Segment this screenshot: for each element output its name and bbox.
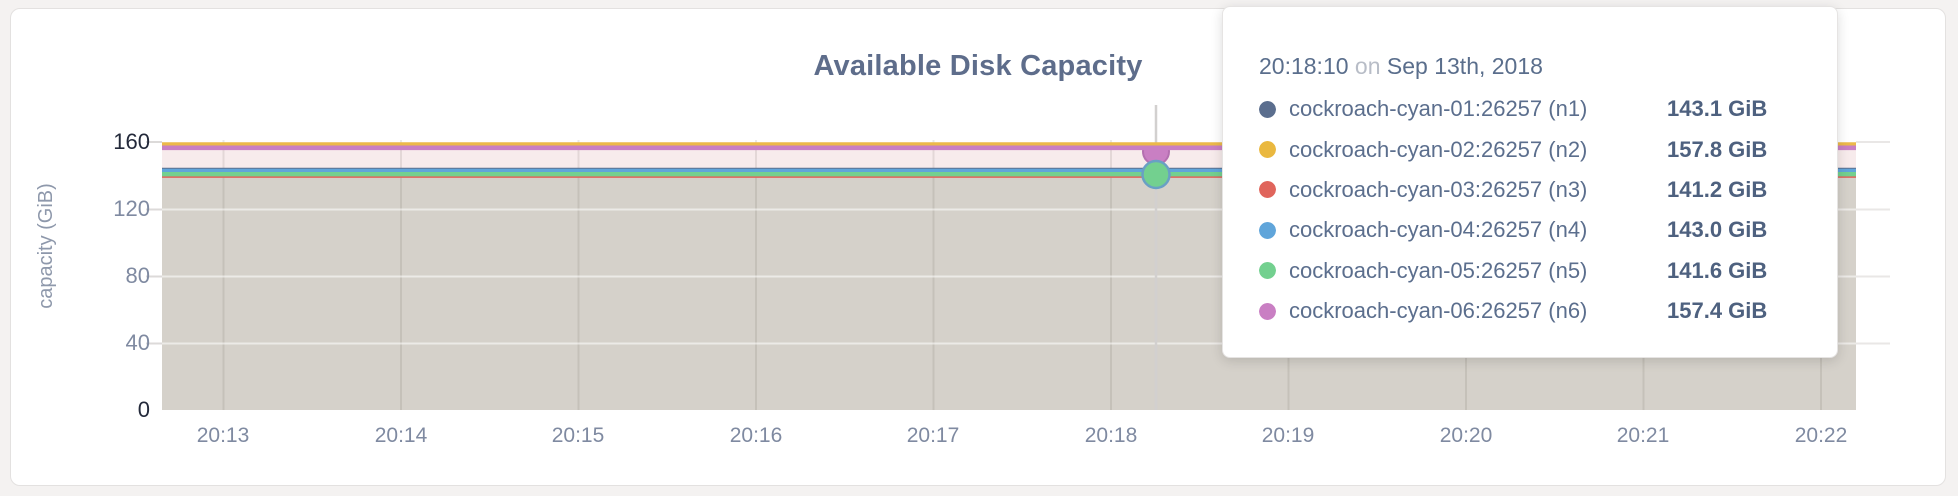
tooltip-timestamp: 20:18:10 on Sep 13th, 2018: [1259, 53, 1543, 80]
y-axis-title: capacity (GiB): [35, 183, 57, 309]
x-tick-2014: 20:14: [374, 424, 428, 447]
y-axis-ticks: [146, 141, 162, 345]
series-value: 143.0 GiB: [1667, 217, 1768, 243]
y-tick-0: 0: [137, 397, 150, 422]
hover-tooltip: 20:18:10 on Sep 13th, 2018 cockroach-cya…: [1222, 6, 1838, 358]
x-tick-2021: 20:21: [1616, 424, 1670, 447]
tooltip-row: cockroach-cyan-06:26257 (n6) 157.4 GiB: [1259, 291, 1801, 331]
tooltip-row: cockroach-cyan-03:26257 (n3) 141.2 GiB: [1259, 170, 1801, 210]
series-dot-n3: [1259, 181, 1276, 199]
horizontal-gridline-stubs: [1856, 141, 1890, 345]
series-dot-n4: [1259, 221, 1276, 239]
tooltip-conjunction: on: [1354, 53, 1381, 79]
x-tick-2018: 20:18: [1084, 424, 1138, 447]
x-tick-2015: 20:15: [551, 424, 605, 447]
y-tick-80: 80: [125, 263, 150, 288]
series-dot-n2: [1259, 141, 1276, 159]
series-value: 157.4 GiB: [1667, 298, 1768, 324]
series-label: cockroach-cyan-03:26257 (n3): [1289, 176, 1588, 202]
hover-marker-n5: [1141, 159, 1171, 190]
series-dot-n5: [1259, 262, 1276, 280]
x-tick-2022: 20:22: [1794, 424, 1848, 447]
chart-title: Available Disk Capacity: [813, 50, 1143, 82]
x-tick-2016: 20:16: [729, 424, 783, 447]
series-label: cockroach-cyan-06:26257 (n6): [1289, 298, 1588, 324]
tooltip-row: cockroach-cyan-05:26257 (n5) 141.6 GiB: [1259, 251, 1801, 291]
tooltip-rows: cockroach-cyan-01:26257 (n1) 143.1 GiB c…: [1259, 89, 1801, 331]
series-label: cockroach-cyan-01:26257 (n1): [1289, 96, 1588, 122]
tooltip-date: Sep 13th, 2018: [1386, 53, 1543, 79]
series-value: 141.2 GiB: [1667, 176, 1768, 202]
series-value: 141.6 GiB: [1667, 257, 1768, 283]
series-value: 143.1 GiB: [1667, 96, 1768, 122]
y-tick-160: 160: [113, 129, 150, 154]
series-label: cockroach-cyan-05:26257 (n5): [1289, 257, 1588, 283]
tooltip-time: 20:18:10: [1259, 53, 1349, 79]
x-tick-2020: 20:20: [1439, 424, 1493, 447]
tooltip-row: cockroach-cyan-04:26257 (n4) 143.0 GiB: [1259, 210, 1801, 250]
y-tick-40: 40: [125, 330, 150, 355]
y-tick-120: 120: [113, 196, 150, 221]
series-label: cockroach-cyan-04:26257 (n4): [1289, 217, 1588, 243]
x-tick-2017: 20:17: [906, 424, 960, 447]
tooltip-row: cockroach-cyan-01:26257 (n1) 143.1 GiB: [1259, 89, 1801, 129]
series-label: cockroach-cyan-02:26257 (n2): [1289, 136, 1588, 162]
series-value: 157.8 GiB: [1667, 136, 1768, 162]
tooltip-row: cockroach-cyan-02:26257 (n2) 157.8 GiB: [1259, 129, 1801, 169]
x-tick-2019: 20:19: [1261, 424, 1315, 447]
series-dot-n6: [1259, 302, 1276, 320]
series-dot-n1: [1259, 100, 1276, 118]
x-tick-2013: 20:13: [196, 424, 250, 447]
